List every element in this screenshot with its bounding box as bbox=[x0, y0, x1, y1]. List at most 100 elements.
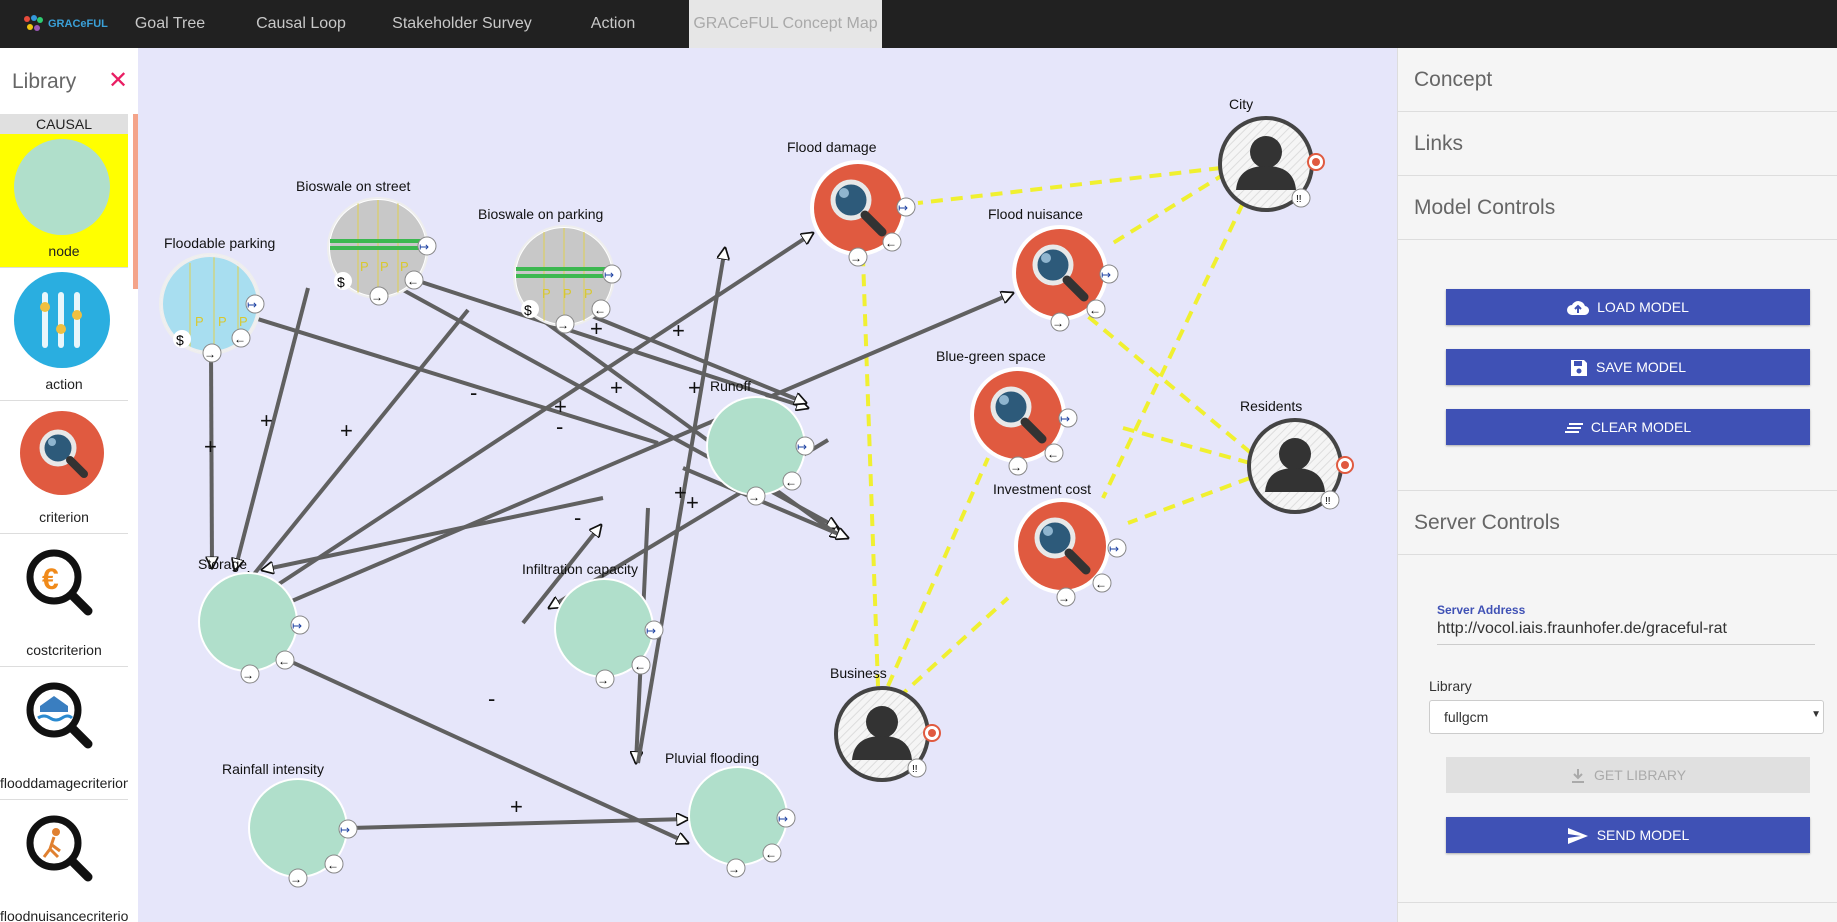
library-scrollbar[interactable] bbox=[133, 114, 138, 289]
library-item-floodnuisancecriterion[interactable]: floodnuisancecriterion bbox=[0, 799, 128, 922]
link-sign-minus: - bbox=[556, 414, 563, 439]
library-item-criterion[interactable]: criterion bbox=[0, 400, 128, 534]
node-investment-cost[interactable]: → ↦ ← bbox=[1014, 498, 1127, 607]
causal-link[interactable] bbox=[248, 233, 813, 605]
causal-link[interactable] bbox=[235, 287, 310, 570]
magnifier-icon bbox=[20, 411, 104, 495]
library-item-costcriterion[interactable]: € costcriterion bbox=[0, 533, 128, 667]
sliders-icon bbox=[14, 272, 110, 368]
svg-text:↦: ↦ bbox=[247, 298, 257, 312]
svg-text:←: ← bbox=[278, 654, 290, 668]
causal-link[interactable] bbox=[246, 308, 470, 584]
library-item-flooddamagecriterion[interactable]: flooddamagecriterion bbox=[0, 666, 128, 800]
clear-model-button[interactable]: CLEAR MODEL bbox=[1446, 409, 1810, 445]
node-bioswale-on-parking[interactable]: P P P → $ ↦ ← bbox=[513, 225, 622, 334]
node-runoff[interactable]: → ↦ ← bbox=[706, 396, 815, 506]
svg-text:↦: ↦ bbox=[778, 812, 788, 826]
section-model-controls[interactable]: Model Controls bbox=[1398, 176, 1837, 240]
stakeholder-link[interactable] bbox=[1122, 426, 1251, 465]
tab-action-assessment[interactable]: Action Assessment bbox=[569, 15, 656, 80]
node-label: Floodable parking bbox=[164, 235, 275, 251]
svg-text:P: P bbox=[584, 286, 593, 301]
stakeholder-link[interactable] bbox=[1127, 476, 1251, 525]
send-model-button[interactable]: SEND MODEL bbox=[1446, 817, 1810, 853]
stakeholder-link[interactable] bbox=[886, 457, 990, 687]
node-rainfall-intensity[interactable]: → ↦ ← bbox=[248, 778, 358, 888]
node-flood-damage[interactable]: → ↦ ← bbox=[810, 160, 916, 267]
section-concept[interactable]: Concept bbox=[1398, 48, 1837, 112]
causal-link[interactable] bbox=[249, 641, 688, 843]
app-logo[interactable]: GRACeFUL bbox=[22, 14, 108, 34]
cloud-upload-icon bbox=[1567, 301, 1590, 316]
stakeholder-link[interactable] bbox=[917, 166, 1222, 205]
library-item-node[interactable]: node bbox=[0, 134, 128, 268]
link-sign-minus: - bbox=[574, 505, 581, 530]
tab-graceful-concept-map[interactable]: GRACeFUL Concept Map bbox=[689, 0, 882, 48]
node-label: Investment cost bbox=[993, 481, 1091, 497]
logo-text: GRACeFUL bbox=[48, 18, 108, 30]
stakeholder-link[interactable] bbox=[1101, 202, 1245, 499]
stakeholder-link[interactable] bbox=[896, 596, 1010, 700]
node-storage[interactable]: → ↦ ← bbox=[198, 572, 310, 684]
causal-link[interactable] bbox=[362, 261, 808, 408]
node-blue-green-space[interactable]: → ↦ ← bbox=[970, 367, 1078, 476]
svg-text:←: ← bbox=[785, 475, 797, 489]
svg-text:↦: ↦ bbox=[898, 201, 908, 215]
node-label: Flood nuisance bbox=[988, 206, 1083, 222]
library-item-label: flooddamagecriterion bbox=[0, 775, 128, 791]
svg-text:↦: ↦ bbox=[419, 240, 429, 254]
link-signs: + + + - + - + + + + + + - + - + bbox=[204, 316, 701, 819]
causal-link[interactable] bbox=[349, 819, 688, 830]
causal-link[interactable] bbox=[247, 314, 659, 445]
svg-text:←: ← bbox=[1047, 447, 1059, 461]
causal-link[interactable] bbox=[251, 293, 1013, 620]
stakeholder-city[interactable]: !! bbox=[1218, 116, 1325, 212]
floppy-disk-icon bbox=[1571, 360, 1587, 377]
svg-text:→: → bbox=[557, 318, 569, 332]
causal-link[interactable] bbox=[262, 496, 604, 570]
stakeholder-link[interactable] bbox=[1111, 171, 1228, 245]
node-bioswale-on-street[interactable]: P P P → $ ↦ ← bbox=[327, 197, 437, 306]
svg-text:→: → bbox=[1052, 316, 1064, 330]
causal-link[interactable] bbox=[521, 304, 842, 538]
library-item-action[interactable]: action bbox=[0, 267, 128, 401]
person-magnifier-icon bbox=[26, 815, 93, 882]
stakeholder-link[interactable] bbox=[861, 257, 880, 687]
causal-link[interactable] bbox=[682, 466, 848, 538]
library-select[interactable]: fullgcm ▼ bbox=[1429, 700, 1824, 734]
get-library-button[interactable]: GET LIBRARY bbox=[1446, 757, 1810, 793]
tab-goal-tree[interactable]: Goal Tree bbox=[134, 15, 206, 32]
concept-map-canvas[interactable]: + + + - + - + + + + + + - + - + P P P → … bbox=[138, 48, 1397, 922]
tab-stakeholder-survey[interactable]: Stakeholder Survey bbox=[392, 15, 532, 32]
node-flood-nuisance[interactable]: → ↦ ← bbox=[1012, 225, 1119, 332]
save-model-button[interactable]: SAVE MODEL bbox=[1446, 349, 1810, 385]
server-address-input[interactable]: http://vocol.iais.fraunhofer.de/graceful… bbox=[1437, 620, 1815, 645]
svg-text:←: ← bbox=[327, 858, 339, 872]
stakeholder-residents[interactable]: !! bbox=[1247, 418, 1354, 514]
node-floodable-parking[interactable]: P P P → $ ↦ ← bbox=[159, 253, 265, 363]
svg-text:→: → bbox=[371, 290, 383, 304]
section-title: Concept bbox=[1414, 68, 1493, 91]
svg-text:!!: !! bbox=[912, 764, 918, 775]
svg-text:↦: ↦ bbox=[340, 823, 350, 837]
link-sign-plus: + bbox=[590, 316, 603, 341]
svg-text:→: → bbox=[1058, 591, 1070, 605]
properties-panel: Concept Links Model Controls LOAD MODEL … bbox=[1397, 48, 1837, 922]
close-icon[interactable]: ✕ bbox=[108, 67, 129, 94]
causal-link[interactable] bbox=[211, 347, 212, 568]
causal-link[interactable] bbox=[636, 248, 725, 764]
svg-text:→: → bbox=[728, 862, 740, 876]
stakeholder-business[interactable]: !! bbox=[834, 686, 941, 782]
node-pluvial-flooding[interactable]: → ↦ ← bbox=[688, 766, 796, 878]
section-server-controls[interactable]: Server Controls bbox=[1398, 490, 1837, 555]
causal-link[interactable] bbox=[521, 525, 601, 625]
section-links[interactable]: Links bbox=[1398, 112, 1837, 176]
link-sign-plus: + bbox=[688, 375, 701, 400]
link-sign-plus: + bbox=[674, 480, 687, 505]
library-category-header: CAUSAL bbox=[0, 114, 128, 134]
tab-causal-loop-diagram[interactable]: Causal Loop Diagram bbox=[256, 15, 346, 80]
divider bbox=[1398, 902, 1837, 903]
node-infiltration-capacity[interactable]: → ↦ ← bbox=[554, 578, 664, 689]
stakeholder-link[interactable] bbox=[1076, 306, 1253, 455]
load-model-button[interactable]: LOAD MODEL bbox=[1446, 289, 1810, 325]
